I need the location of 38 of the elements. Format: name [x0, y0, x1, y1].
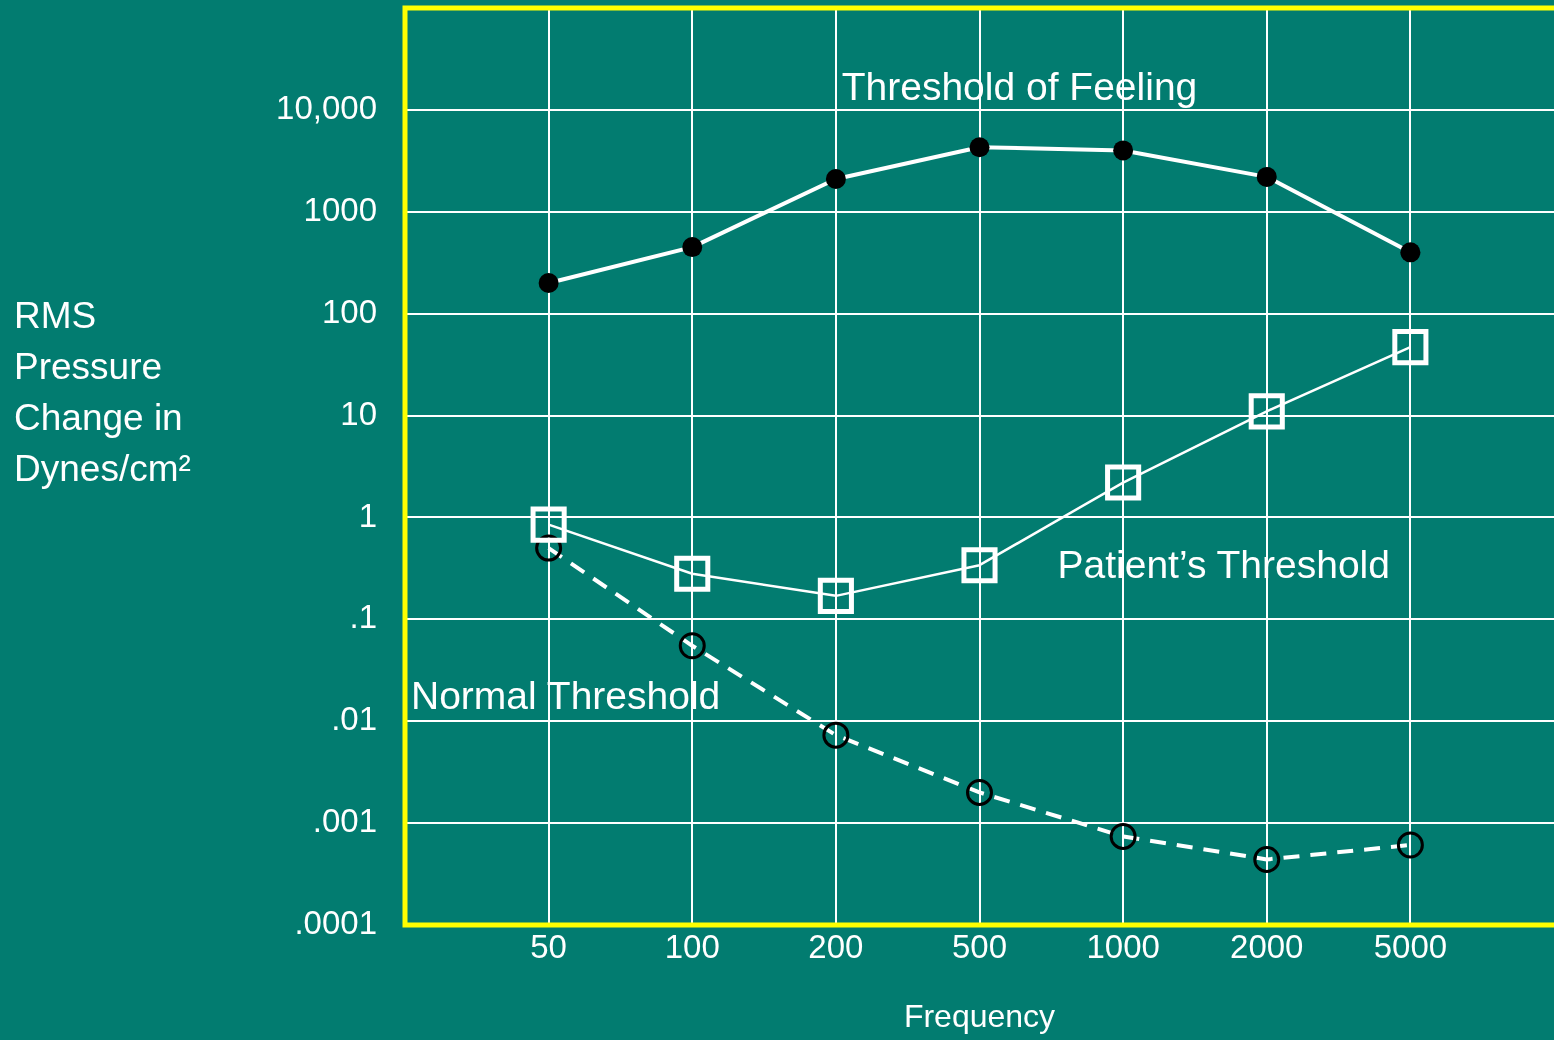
point [1105, 464, 1142, 501]
point [682, 237, 703, 258]
y-tick-label: .1 [349, 598, 377, 636]
x-axis-title: Frequency [903, 997, 1056, 1034]
x-tick-label: 100 [664, 927, 720, 965]
point [969, 137, 990, 158]
x-tick-label: 1000 [1086, 927, 1160, 965]
y-tick-label: .0001 [294, 904, 377, 942]
x-tick-label: 5000 [1373, 927, 1448, 965]
point [966, 778, 993, 806]
point [1256, 166, 1277, 187]
x-tick-label: 200 [808, 927, 864, 965]
y-axis-title: RMS Pressure Change in Dynes/cm² [14, 294, 192, 491]
x-tick-label: 500 [951, 927, 1008, 965]
y-tick-label: 1 [358, 496, 377, 534]
point [1253, 845, 1281, 873]
point [1109, 822, 1137, 850]
point [1113, 140, 1134, 161]
y-tick-label: 100 [321, 292, 377, 330]
point [961, 547, 998, 584]
point [1248, 393, 1285, 430]
point [1396, 831, 1424, 859]
point [1400, 242, 1421, 263]
y-tick-label: 10,000 [276, 88, 377, 126]
x-tick-label: 2000 [1230, 927, 1304, 965]
y-tick-label: .01 [331, 700, 377, 738]
point [1392, 329, 1429, 366]
x-tick-label: 50 [530, 927, 567, 965]
point [530, 506, 567, 543]
y-tick-label: 10 [340, 394, 377, 432]
point [538, 273, 559, 293]
point [825, 168, 846, 189]
y-tick-label: .001 [312, 802, 377, 840]
point [822, 721, 850, 749]
point [678, 632, 706, 660]
point [817, 577, 854, 614]
y-tick-label: 1000 [303, 190, 377, 228]
point [674, 555, 711, 592]
